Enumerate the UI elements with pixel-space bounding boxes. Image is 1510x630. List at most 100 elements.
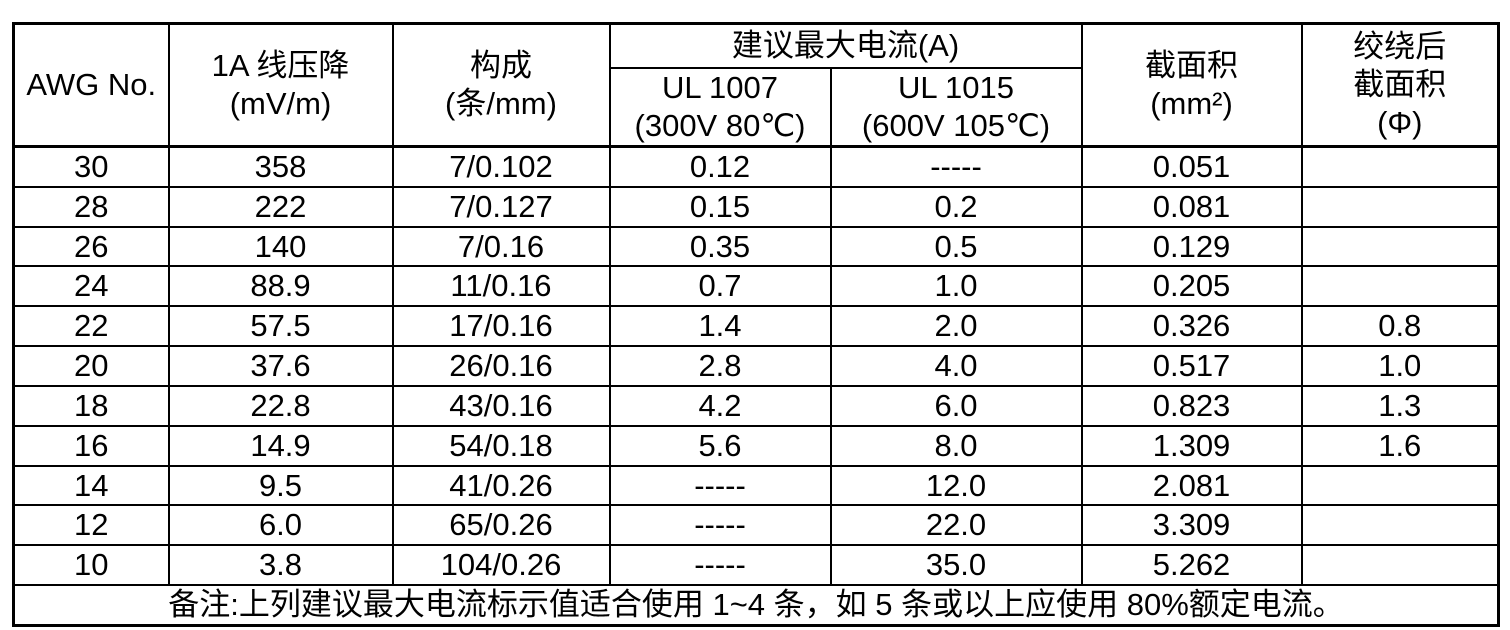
cell-ul1007: 0.35 xyxy=(608,225,832,268)
header-max-current-group: 建议最大电流(A) xyxy=(608,22,1083,69)
table-row-awg20: 20 37.6 26/0.16 2.8 4.0 0.517 1.0 xyxy=(12,345,1500,387)
header-ul1007-line2: (300V 80℃) xyxy=(634,107,806,143)
header-voltage-drop-line2: (mV/m) xyxy=(229,86,332,121)
cell-cross-section: 0.129 xyxy=(1080,225,1303,268)
cell-awg: 12 xyxy=(12,504,170,547)
cell-awg: 20 xyxy=(12,345,170,387)
table-row-awg18: 18 22.8 43/0.16 4.2 6.0 0.823 1.3 xyxy=(12,384,1500,427)
table-row-awg30: 30 358 7/0.102 0.12 ----- 0.051 xyxy=(12,144,1500,188)
cell-awg: 18 xyxy=(12,384,170,427)
cell-ul1007: ----- xyxy=(608,464,832,507)
cell-ul1015: 1.0 xyxy=(829,265,1083,308)
cell-awg: 10 xyxy=(12,544,170,586)
cell-construction: 17/0.16 xyxy=(391,305,611,348)
header-voltage-drop: 1A 线压降 (mV/m) xyxy=(167,22,394,148)
header-construction-line1: 构成 xyxy=(470,48,532,84)
cell-construction: 41/0.26 xyxy=(391,464,611,507)
cell-ul1007: 0.7 xyxy=(608,265,832,308)
header-construction: 构成 (条/mm) xyxy=(391,22,611,148)
table-row-awg14: 14 9.5 41/0.26 ----- 12.0 2.081 xyxy=(12,464,1500,507)
cell-cross-section: 0.051 xyxy=(1080,144,1303,188)
header-cross-section-line1: 截面积 xyxy=(1145,48,1239,84)
cell-twisted-section xyxy=(1300,504,1500,547)
table-row-awg22: 22 57.5 17/0.16 1.4 2.0 0.326 0.8 xyxy=(12,305,1500,348)
cell-ul1015: 6.0 xyxy=(829,384,1083,427)
table-row-awg10: 10 3.8 104/0.26 ----- 35.0 5.262 xyxy=(12,544,1500,586)
header-ul1015-line1: UL 1015 xyxy=(897,69,1015,105)
header-twisted-section: 绞绕后 截面积 (Φ) xyxy=(1300,22,1500,148)
cell-voltage-drop: 9.5 xyxy=(167,464,394,507)
cell-twisted-section: 1.0 xyxy=(1300,345,1500,387)
cell-twisted-section: 1.3 xyxy=(1300,384,1500,427)
cell-construction: 26/0.16 xyxy=(391,345,611,387)
cell-construction: 7/0.102 xyxy=(391,144,611,188)
cell-cross-section: 1.309 xyxy=(1080,424,1303,467)
table-row-awg28: 28 222 7/0.127 0.15 0.2 0.081 xyxy=(12,185,1500,228)
cell-voltage-drop: 3.8 xyxy=(167,544,394,586)
table-row-awg12: 12 6.0 65/0.26 ----- 22.0 3.309 xyxy=(12,504,1500,547)
header-cross-section: 截面积 (mm²) xyxy=(1080,22,1303,148)
table-note-row: 备注:上列建议最大电流标示值适合使用 1~4 条，如 5 条或以上应使用 80%… xyxy=(12,583,1500,627)
cell-cross-section: 2.081 xyxy=(1080,464,1303,507)
cell-ul1007: 0.15 xyxy=(608,185,832,228)
cell-ul1015: 12.0 xyxy=(829,464,1083,507)
cell-twisted-section xyxy=(1300,144,1500,188)
cell-ul1007: ----- xyxy=(608,544,832,586)
cell-ul1015: 4.0 xyxy=(829,345,1083,387)
cell-voltage-drop: 88.9 xyxy=(167,265,394,308)
header-ul1007: UL 1007 (300V 80℃) xyxy=(608,66,832,148)
header-twisted-section-line1: 绞绕后 xyxy=(1353,29,1447,65)
cell-twisted-section xyxy=(1300,185,1500,228)
cell-ul1015: ----- xyxy=(829,144,1083,188)
header-ul1015-line2: (600V 105℃) xyxy=(861,107,1051,143)
cell-construction: 65/0.26 xyxy=(391,504,611,547)
cell-cross-section: 0.823 xyxy=(1080,384,1303,427)
cell-voltage-drop: 222 xyxy=(167,185,394,228)
cell-twisted-section xyxy=(1300,544,1500,586)
table-row-awg16: 16 14.9 54/0.18 5.6 8.0 1.309 1.6 xyxy=(12,424,1500,467)
header-twisted-section-line3: (Φ) xyxy=(1377,104,1423,140)
cell-awg: 30 xyxy=(12,144,170,188)
cell-cross-section: 0.081 xyxy=(1080,185,1303,228)
cell-ul1015: 0.2 xyxy=(829,185,1083,228)
cell-voltage-drop: 14.9 xyxy=(167,424,394,467)
header-twisted-section-line2: 截面积 xyxy=(1353,67,1447,103)
cell-construction: 43/0.16 xyxy=(391,384,611,427)
awg-spec-table: AWG No. 1A 线压降 (mV/m) 构成 (条/mm) 建议最大电流(A… xyxy=(12,22,1501,627)
cell-twisted-section xyxy=(1300,225,1500,268)
header-cross-section-line2: (mm²) xyxy=(1150,86,1233,121)
cell-cross-section: 0.205 xyxy=(1080,265,1303,308)
cell-ul1015: 35.0 xyxy=(829,544,1083,586)
cell-cross-section: 3.309 xyxy=(1080,504,1303,547)
cell-twisted-section: 0.8 xyxy=(1300,305,1500,348)
cell-ul1015: 8.0 xyxy=(829,424,1083,467)
header-ul1007-line1: UL 1007 xyxy=(661,69,779,105)
cell-ul1015: 22.0 xyxy=(829,504,1083,547)
header-ul1015: UL 1015 (600V 105℃) xyxy=(829,66,1083,148)
table-note: 备注:上列建议最大电流标示值适合使用 1~4 条，如 5 条或以上应使用 80%… xyxy=(12,583,1500,627)
cell-ul1007: ----- xyxy=(608,504,832,547)
cell-ul1007: 2.8 xyxy=(608,345,832,387)
cell-ul1007: 1.4 xyxy=(608,305,832,348)
table-row-awg26: 26 140 7/0.16 0.35 0.5 0.129 xyxy=(12,225,1500,268)
cell-voltage-drop: 6.0 xyxy=(167,504,394,547)
cell-awg: 22 xyxy=(12,305,170,348)
cell-twisted-section xyxy=(1300,464,1500,507)
cell-construction: 54/0.18 xyxy=(391,424,611,467)
cell-awg: 24 xyxy=(12,265,170,308)
cell-ul1015: 2.0 xyxy=(829,305,1083,348)
cell-awg: 26 xyxy=(12,225,170,268)
cell-voltage-drop: 57.5 xyxy=(167,305,394,348)
cell-ul1007: 5.6 xyxy=(608,424,832,467)
cell-construction: 7/0.16 xyxy=(391,225,611,268)
cell-voltage-drop: 22.8 xyxy=(167,384,394,427)
cell-cross-section: 5.262 xyxy=(1080,544,1303,586)
cell-ul1007: 4.2 xyxy=(608,384,832,427)
cell-voltage-drop: 358 xyxy=(167,144,394,188)
table-row-awg24: 24 88.9 11/0.16 0.7 1.0 0.205 xyxy=(12,265,1500,308)
cell-twisted-section xyxy=(1300,265,1500,308)
cell-voltage-drop: 37.6 xyxy=(167,345,394,387)
cell-construction: 104/0.26 xyxy=(391,544,611,586)
header-awg-no: AWG No. xyxy=(12,22,170,148)
